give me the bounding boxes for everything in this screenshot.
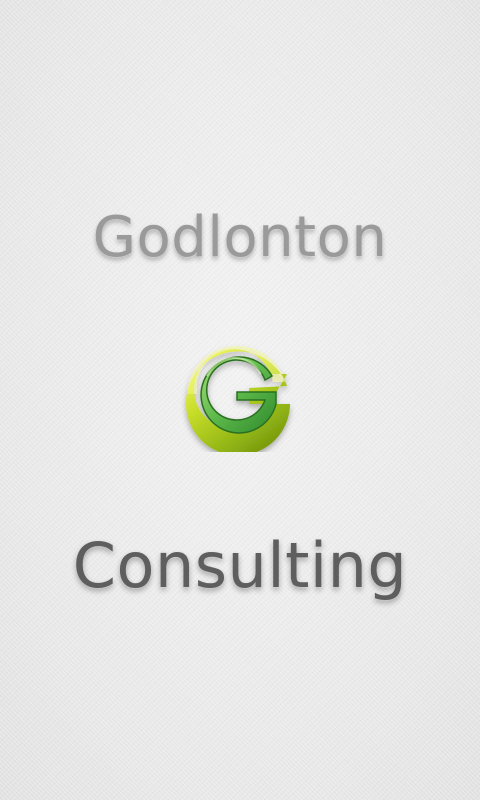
letter-g-logo-icon [177, 336, 303, 452]
company-name-bottom: Consulting [72, 529, 408, 602]
company-name-top: Godlonton [92, 205, 388, 270]
